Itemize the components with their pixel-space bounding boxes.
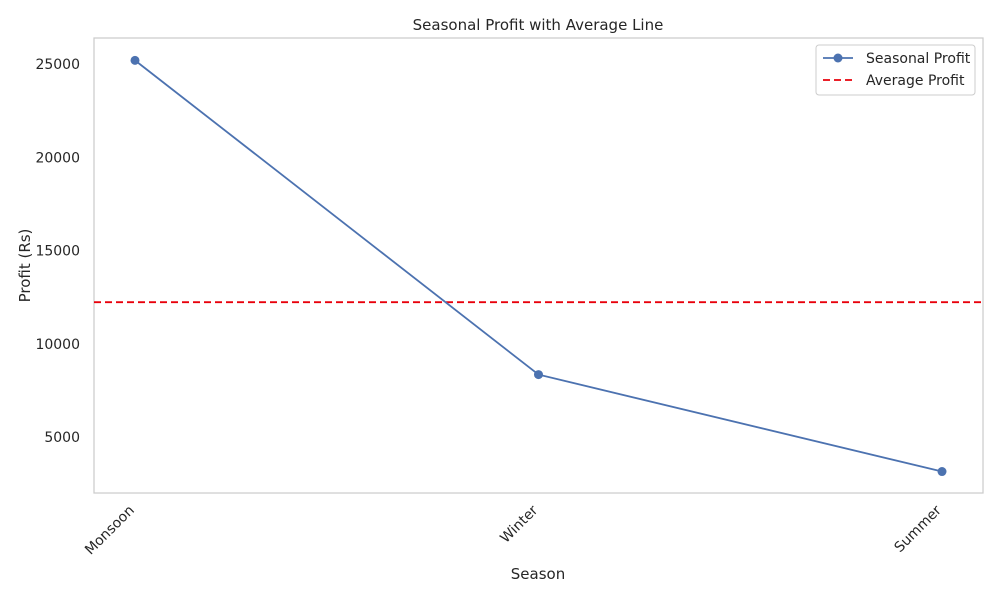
plot-lines [94, 59, 983, 473]
legend-label-average-profit: Average Profit [866, 73, 965, 89]
x-axis-label: Season [511, 565, 565, 583]
chart-title: Seasonal Profit with Average Line [413, 16, 664, 34]
x-axis-ticks: Monsoon Winter Summer [82, 502, 945, 558]
legend-box [815, 44, 976, 96]
y-axis-ticks: 5000 10000 15000 20000 25000 [35, 57, 80, 446]
y-tick-label: 25000 [35, 57, 80, 73]
data-points [130, 55, 947, 477]
plot-area-frame [93, 37, 984, 494]
data-point [534, 370, 543, 380]
legend-marker-seasonal-profit [833, 53, 843, 63]
legend-label-seasonal-profit: Seasonal Profit [866, 51, 971, 67]
seasonal-profit-line [134, 59, 943, 473]
y-tick-label: 5000 [44, 430, 80, 446]
legend: Seasonal Profit Average Profit [815, 44, 976, 96]
x-tick-label: Winter [497, 502, 541, 546]
data-point [130, 55, 140, 65]
y-tick-label: 10000 [35, 337, 80, 353]
y-axis-label: Profit (Rs) [16, 229, 34, 303]
data-point [937, 467, 947, 477]
y-tick-label: 20000 [35, 150, 80, 166]
y-tick-label: 15000 [35, 244, 80, 260]
x-tick-label: Summer [892, 502, 945, 555]
x-tick-label: Monsoon [82, 503, 138, 559]
